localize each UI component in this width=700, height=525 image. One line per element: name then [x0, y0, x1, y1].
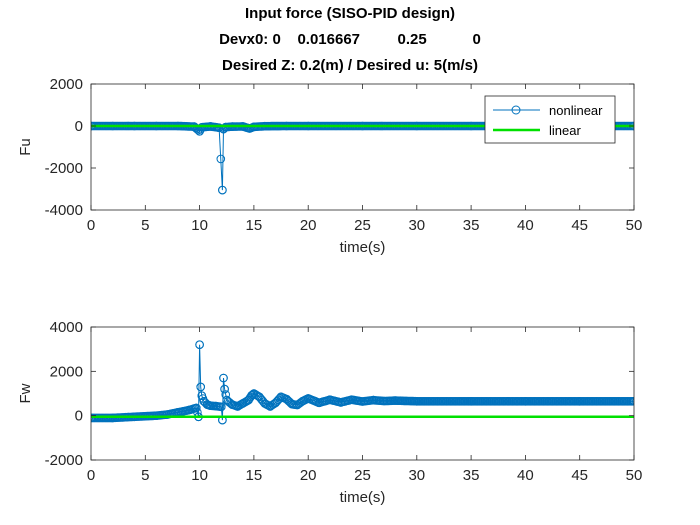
- legend-label-nonlinear: nonlinear: [549, 103, 603, 118]
- data-point: [214, 123, 224, 132]
- data-point: [303, 394, 313, 403]
- x-tick-label: 25: [354, 467, 371, 484]
- series-marker-nonlinear: [216, 154, 226, 164]
- x-tick-label: 30: [408, 467, 425, 484]
- legend: nonlinear linear: [484, 95, 616, 144]
- data-point: [412, 397, 422, 406]
- x-tick-label: 20: [300, 467, 317, 484]
- data-point: [227, 400, 237, 409]
- data-point: [254, 392, 264, 402]
- x-tick-label: 40: [517, 467, 534, 484]
- legend-label-linear: linear: [549, 123, 581, 138]
- data-point: [195, 127, 204, 136]
- figure-title: Input force (SISO-PID design): [244, 5, 455, 22]
- data-point: [276, 392, 286, 402]
- legend-box: [484, 95, 616, 144]
- x-tick-label: 5: [141, 467, 149, 484]
- data-point: [575, 397, 585, 406]
- series-marker-nonlinear: [274, 395, 283, 405]
- data-point: [347, 395, 356, 405]
- data-point: [369, 395, 378, 405]
- x-axis-label: time(s): [340, 489, 386, 506]
- data-point: [192, 403, 201, 413]
- data-point: [184, 405, 193, 415]
- y-tick-label: 2000: [50, 76, 83, 93]
- data-point: [197, 123, 207, 132]
- data-point: [245, 124, 254, 133]
- y-tick-label: 4000: [50, 319, 83, 336]
- data-point: [287, 399, 297, 409]
- y-tick-label: 2000: [50, 363, 83, 380]
- data-point: [298, 396, 308, 406]
- data-point: [521, 397, 530, 406]
- plot-fw: 0 5 10 15 20 25 30 35 40 45 50-2000020004000time(s…: [17, 319, 642, 506]
- y-tick-label: 0: [75, 118, 83, 135]
- x-tick-label: 10: [191, 467, 208, 484]
- data-point: [162, 410, 172, 419]
- data-point: [220, 384, 229, 394]
- data-point: [244, 395, 253, 405]
- plot-area: [91, 327, 634, 460]
- x-tick-label: 15: [246, 217, 263, 234]
- data-point: [219, 373, 228, 383]
- data-point: [390, 396, 400, 405]
- y-axis-label: Fw: [17, 383, 34, 403]
- data-point: [196, 382, 205, 392]
- y-axis-label: Fu: [17, 138, 34, 156]
- x-tick-label: 0: [87, 217, 95, 234]
- data-point: [336, 398, 346, 407]
- data-point: [379, 396, 389, 406]
- legend-marker-nonlinear: [511, 105, 521, 115]
- plot-fu: 0 5 10 15 20 25 30 35 40 45 50 -4000 -2000 0 2000 time(…: [17, 76, 642, 256]
- data-point: [282, 394, 291, 404]
- data-point: [218, 185, 227, 195]
- x-tick-label: 50: [626, 217, 643, 234]
- y-tick-label: -2000: [45, 452, 83, 469]
- data-point: [217, 402, 226, 412]
- x-axis-label: time(s): [340, 239, 386, 256]
- data-point: [271, 398, 280, 408]
- x-tick-label: 15: [246, 467, 263, 484]
- data-point: [314, 398, 324, 408]
- data-point: [206, 401, 215, 411]
- data-point: [325, 395, 335, 405]
- x-tick-label: 10: [191, 217, 208, 234]
- x-tick-label: 40: [517, 217, 534, 234]
- x-tick-label: 0: [87, 467, 95, 484]
- y-tick-label: -2000: [45, 160, 83, 177]
- data-point: [466, 397, 476, 406]
- x-tick-label: 45: [571, 217, 588, 234]
- x-tick-label: 30: [408, 217, 425, 234]
- data-point: [629, 397, 634, 406]
- series-group: [91, 340, 634, 425]
- data-point: [195, 340, 204, 350]
- data-point: [197, 391, 207, 401]
- x-tick-label: 20: [300, 217, 317, 234]
- x-tick-label: 45: [571, 467, 588, 484]
- data-point: [211, 401, 221, 411]
- x-tick-label: 35: [463, 467, 480, 484]
- x-tick-label: 50: [626, 467, 643, 484]
- data-point: [358, 397, 367, 406]
- x-tick-label: 5: [141, 217, 149, 234]
- y-tick-label: -4000: [45, 202, 83, 219]
- x-tick-label: 35: [463, 217, 480, 234]
- data-point: [222, 395, 232, 405]
- y-tick-label: 0: [75, 408, 83, 425]
- figure-subtitle-devx0: Devx0: 0 0.016667 0.25 0: [219, 31, 481, 48]
- data-point: [260, 399, 270, 408]
- figure-subtitle-desired: Desired Z: 0.2(m) / Desired u: 5(m/s): [222, 57, 478, 74]
- data-point: [293, 400, 302, 410]
- x-tick-label: 25: [354, 217, 371, 234]
